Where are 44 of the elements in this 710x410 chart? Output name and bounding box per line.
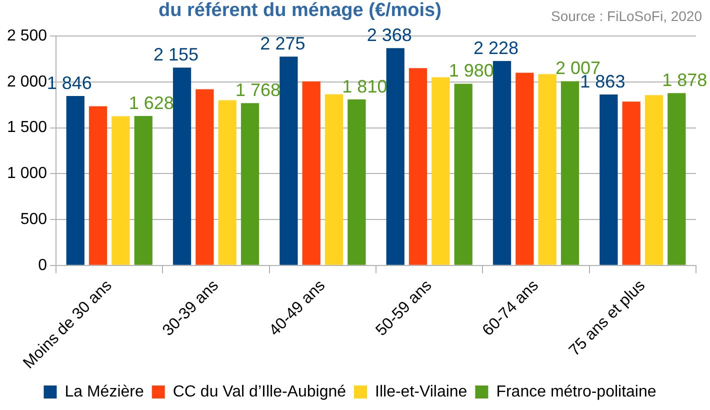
- bar: [668, 93, 686, 265]
- bar: [622, 102, 640, 265]
- bar: [560, 81, 580, 265]
- bar: [218, 100, 236, 265]
- bar: [196, 89, 214, 265]
- data-label: 2 368: [366, 25, 412, 46]
- bar: [432, 77, 450, 265]
- y-tick-label: 0: [38, 256, 48, 274]
- legend-label: La Mézière: [64, 383, 144, 400]
- bar: [348, 99, 366, 265]
- data-label: 2 155: [154, 44, 199, 65]
- bar: [386, 48, 404, 265]
- bar: [134, 116, 152, 265]
- data-label: 2 275: [260, 34, 306, 54]
- bar: [644, 95, 664, 265]
- chart-title: du référent du ménage (€/mois): [158, 0, 442, 21]
- bar: [112, 116, 130, 265]
- bar: [454, 84, 472, 265]
- bar: [240, 103, 260, 265]
- legend-label: France métro-politaine: [496, 383, 656, 400]
- bar: [516, 72, 534, 265]
- data-label: 1 628: [128, 92, 174, 113]
- legend-label: CC du Val d’Ille-Aubigné: [172, 383, 346, 400]
- y-tick-label: 500: [20, 210, 48, 228]
- legend-label: Ille-et-Vilaine: [375, 383, 468, 400]
- bar: [538, 74, 556, 265]
- bar: [172, 68, 192, 265]
- data-label: 1 878: [662, 70, 708, 90]
- y-tick-label: 1 000: [6, 165, 48, 182]
- data-label: 2 228: [473, 38, 519, 58]
- data-label: 1 846: [46, 72, 92, 93]
- bar: [302, 81, 320, 265]
- bar: [492, 60, 512, 265]
- bar: [280, 56, 298, 265]
- y-tick-label: 2 500: [6, 27, 48, 44]
- bar: [66, 96, 84, 265]
- bar: [324, 94, 344, 265]
- bar: [88, 106, 108, 265]
- y-tick-label: 2 000: [6, 73, 48, 90]
- y-tick-label: 1 500: [6, 119, 48, 136]
- bar: [600, 94, 618, 265]
- bar: [408, 68, 428, 265]
- source-note: Source : FiLoSoFi, 2020: [551, 8, 702, 24]
- data-label: 1 810: [342, 76, 388, 96]
